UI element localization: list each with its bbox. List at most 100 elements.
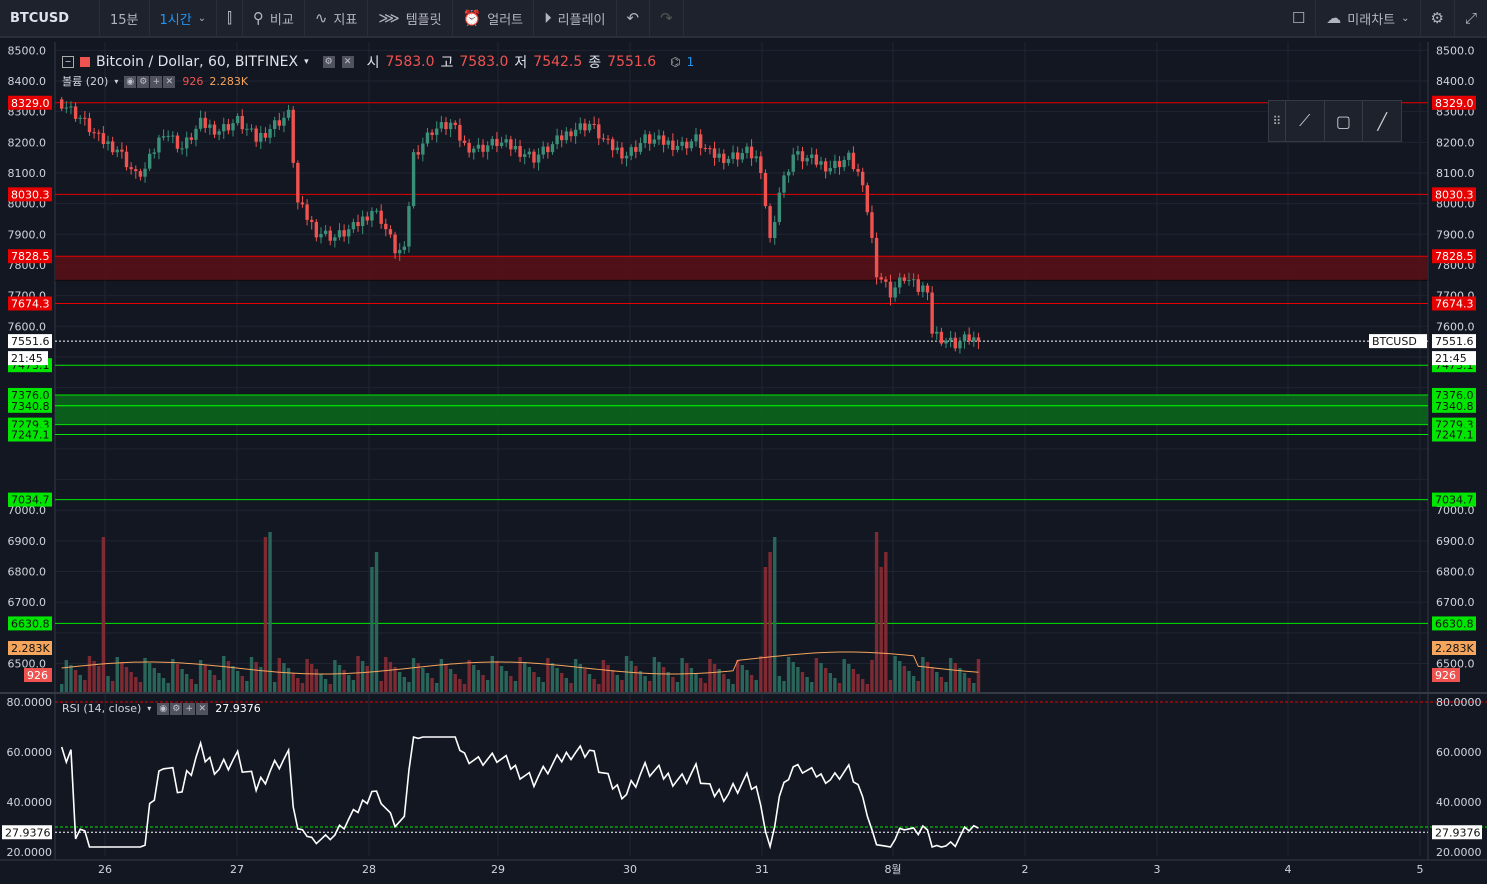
chart-area[interactable]: 8500.0 8500.0 8400.0 8400.0 8300.0 8300.0 8200… [0, 38, 1487, 880]
path-tool-button[interactable]: ⟋ [1284, 101, 1324, 141]
candle-body [194, 128, 198, 140]
volume-bar [948, 658, 953, 692]
volume-bar [935, 672, 939, 692]
volume-eye-icon[interactable]: ◉ ⚙ + ✕ [124, 74, 176, 88]
compare-button[interactable]: ⚲ 비교 [243, 0, 305, 36]
price-tick-left: 6800.0 [8, 566, 47, 579]
path-icon: ⟋ [1299, 111, 1311, 130]
volume-bar [661, 667, 666, 692]
volume-label[interactable]: 볼륨 (20) [62, 75, 109, 88]
fullscreen-button[interactable]: ⤢ [1455, 0, 1487, 36]
resistance-label-right: 7674.3 [1435, 297, 1474, 310]
redo-button[interactable]: ↷ [650, 0, 684, 36]
drag-handle-icon[interactable]: ⠿ [1272, 114, 1282, 128]
candle-body [972, 337, 976, 341]
rsi-line [60, 735, 979, 850]
volume-bar [129, 672, 133, 692]
rectangle-tool-button[interactable]: ▢ [1323, 101, 1363, 141]
series-title[interactable]: Bitcoin / Dollar, 60, BITFINEX [96, 54, 299, 70]
volume-bar [388, 662, 393, 692]
volume-bar [856, 674, 860, 692]
templates-button[interactable]: ⋙ 템플릿 [368, 0, 453, 36]
candle-body [147, 153, 152, 169]
volume-bar [870, 660, 874, 692]
candle-body [231, 123, 235, 131]
volume-bar [689, 668, 694, 692]
candle-body [745, 146, 749, 154]
square-icon: ☐ [1291, 9, 1306, 27]
candle-body [310, 219, 314, 222]
volume-bar [782, 681, 786, 692]
resistance-zone [55, 256, 1428, 281]
volume-bar [717, 669, 721, 692]
chevron-down-icon[interactable]: ▾ [147, 703, 152, 713]
trend-line-icon: ╱ [1377, 111, 1387, 131]
volume-bar [587, 674, 592, 692]
time-tick: 3 [1154, 863, 1161, 876]
indicators-button[interactable]: ∿ 지표 [305, 0, 369, 36]
rsi-label[interactable]: RSI (14, close) [62, 701, 142, 715]
symbol-search[interactable]: BTCUSD [0, 0, 100, 36]
candle-body [166, 135, 170, 137]
future-chart-button[interactable]: ☁ 미래차트 ⌄ [1316, 0, 1421, 36]
undo-button[interactable]: ↶ [617, 0, 651, 36]
candle-body [884, 279, 888, 282]
settings-icon[interactable]: ⚙ [322, 56, 335, 68]
rsi-value: 27.9376 [215, 701, 261, 715]
volume-bar [791, 662, 795, 692]
volume-bar [860, 679, 865, 692]
candle-body [365, 216, 369, 221]
volume-bar [194, 684, 198, 692]
trend-line-tool-button[interactable]: ╱ [1362, 101, 1401, 141]
candle-body [610, 139, 615, 151]
volume-bar [245, 681, 249, 692]
interval-1h-button[interactable]: 1시간 ⌄ [150, 0, 218, 36]
volume-bar [277, 658, 282, 692]
resistance-label-right: 7828.5 [1435, 250, 1474, 263]
close-icon[interactable]: ✕ [341, 56, 354, 68]
volume-bar [675, 682, 680, 692]
alert-button[interactable]: ⏰ 얼러트 [453, 0, 535, 36]
replay-button[interactable]: ⏵ 리플레이 [534, 0, 617, 36]
candle-body [235, 115, 240, 124]
candle-body [448, 122, 453, 130]
chevron-down-icon[interactable]: ▾ [304, 57, 309, 67]
drawing-toolbar: ⠿ ⟋ ▢ ╱ [1268, 100, 1402, 142]
collapse-icon[interactable]: − [62, 56, 74, 68]
volume-bar [397, 672, 402, 692]
candle-body [833, 160, 837, 169]
chevron-down-icon[interactable]: ▾ [114, 76, 119, 86]
settings-button[interactable]: ⚙ [1421, 0, 1455, 36]
time-tick: 27 [230, 863, 244, 876]
volume-bar [573, 659, 578, 692]
volume-bar [120, 662, 124, 692]
volume-bar [337, 665, 342, 692]
layout-button[interactable]: ☐ [1282, 0, 1317, 36]
volume-bar [180, 669, 184, 692]
volume-bar [763, 567, 768, 692]
volume-bar [356, 656, 360, 692]
volume-bar [916, 681, 920, 692]
rsi-controls-icon[interactable]: ◉ ⚙ + ✕ [157, 701, 209, 715]
gear-icon: ⚙ [1430, 9, 1444, 27]
volume-bar [745, 670, 749, 692]
candle-body [462, 140, 467, 143]
interval-15m-button[interactable]: 15분 [100, 0, 150, 36]
candle-body [925, 285, 930, 293]
volume-bar [560, 673, 564, 692]
price-tick-right: 8400.0 [1436, 75, 1475, 88]
volume-bar [212, 675, 217, 692]
templates-label: 템플릿 [405, 12, 442, 28]
candle-body [226, 124, 231, 131]
volume-bar [536, 677, 541, 692]
volume-tag-left-bg [24, 668, 52, 682]
candle-body [101, 133, 106, 145]
volume-bar [143, 658, 147, 692]
candle-body [888, 281, 893, 298]
volume-bar [374, 552, 379, 692]
volume-bar [444, 664, 448, 692]
chart-style-button[interactable]: ⫿ [217, 0, 243, 36]
volume-bar [698, 678, 703, 692]
resistance-label-left-bg [8, 187, 52, 202]
